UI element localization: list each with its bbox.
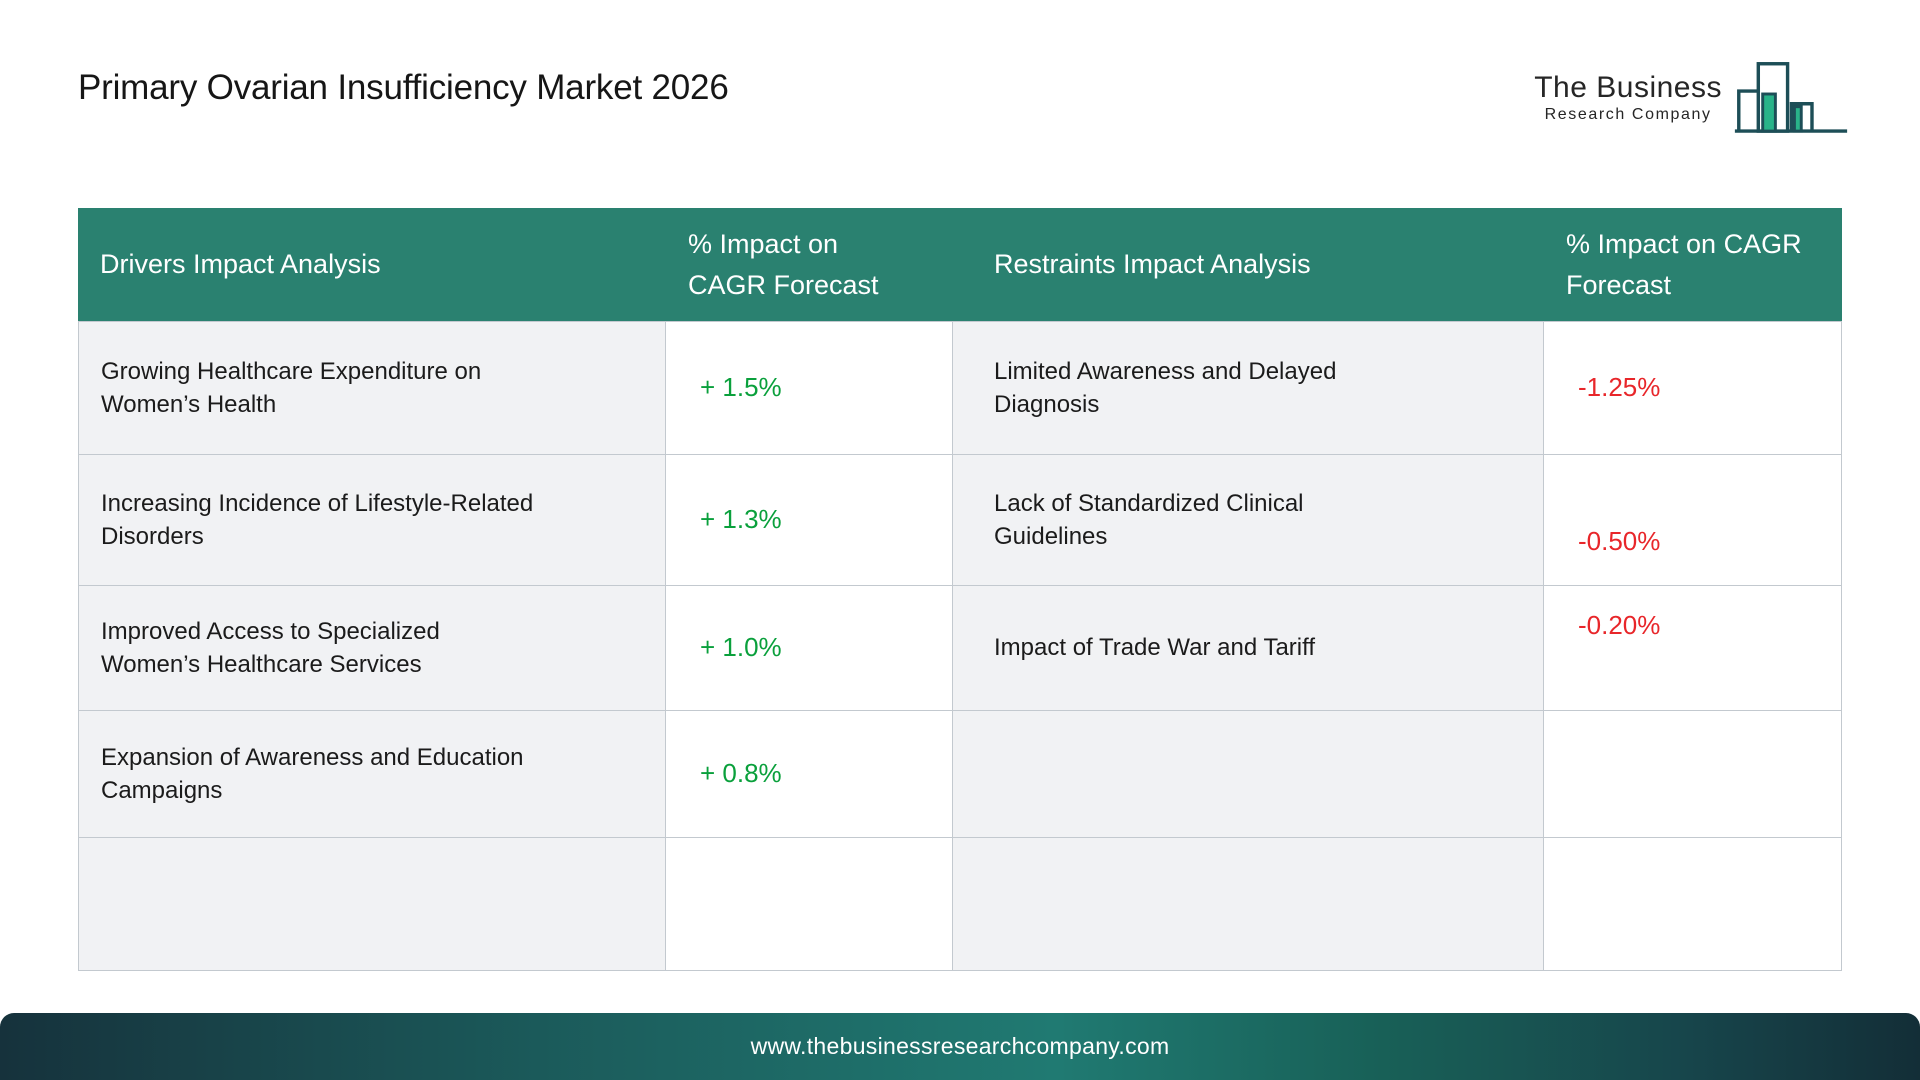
driver-cell: Increasing Incidence of Lifestyle-Relate… [78,455,666,586]
restraint-cell [953,711,1544,838]
impact-value: + 1.5% [700,372,782,403]
header-drivers: Drivers Impact Analysis [78,208,666,322]
driver-impact-cell: + 0.8% [666,711,953,838]
impact-value: + 1.0% [700,632,782,663]
driver-impact-cell: + 1.3% [666,455,953,586]
restraint-impact-cell: -0.20% [1544,586,1842,711]
impact-value: -1.25% [1578,372,1661,403]
restraint-impact-cell [1544,838,1842,971]
header-drivers-impact: % Impact on CAGR Forecast [666,208,953,322]
logo-text: The Business Research Company [1534,71,1722,124]
impact-analysis-table: Drivers Impact Analysis % Impact on CAGR… [78,208,1842,971]
page-title: Primary Ovarian Insufficiency Market 202… [78,68,729,107]
impact-value: + 0.8% [700,758,782,789]
company-logo: The Business Research Company [1534,52,1852,136]
driver-cell [78,838,666,971]
restraint-cell: Limited Awareness and Delayed Diagnosis [953,322,1544,455]
bar-chart-logo-icon [1734,62,1848,133]
impact-value: -0.20% [1578,610,1661,641]
impact-value: + 1.3% [700,504,782,535]
header-restraints: Restraints Impact Analysis [953,208,1544,322]
driver-impact-cell: + 1.0% [666,586,953,711]
header-restraints-impact: % Impact on CAGR Forecast [1544,208,1842,322]
restraint-cell [953,838,1544,971]
driver-impact-cell: + 1.5% [666,322,953,455]
driver-impact-cell [666,838,953,971]
restraint-impact-cell [1544,711,1842,838]
driver-cell: Expansion of Awareness and Education Cam… [78,711,666,838]
impact-value: -0.50% [1578,526,1661,557]
restraint-impact-cell: -0.50% [1544,455,1842,586]
logo-text-secondary: Research Company [1544,106,1712,123]
restraint-cell: Impact of Trade War and Tariff [953,586,1544,711]
restraint-cell: Lack of Standardized Clinical Guidelines [953,455,1544,586]
driver-cell: Improved Access to Specialized Women’s H… [78,586,666,711]
driver-cell: Growing Healthcare Expenditure on Women’… [78,322,666,455]
logo-text-primary: The Business [1534,71,1722,104]
footer-url-link[interactable]: www.thebusinessresearchcompany.com [750,1033,1170,1059]
restraint-impact-cell: -1.25% [1544,322,1842,455]
footer-bar: www.thebusinessresearchcompany.com [0,1013,1920,1080]
